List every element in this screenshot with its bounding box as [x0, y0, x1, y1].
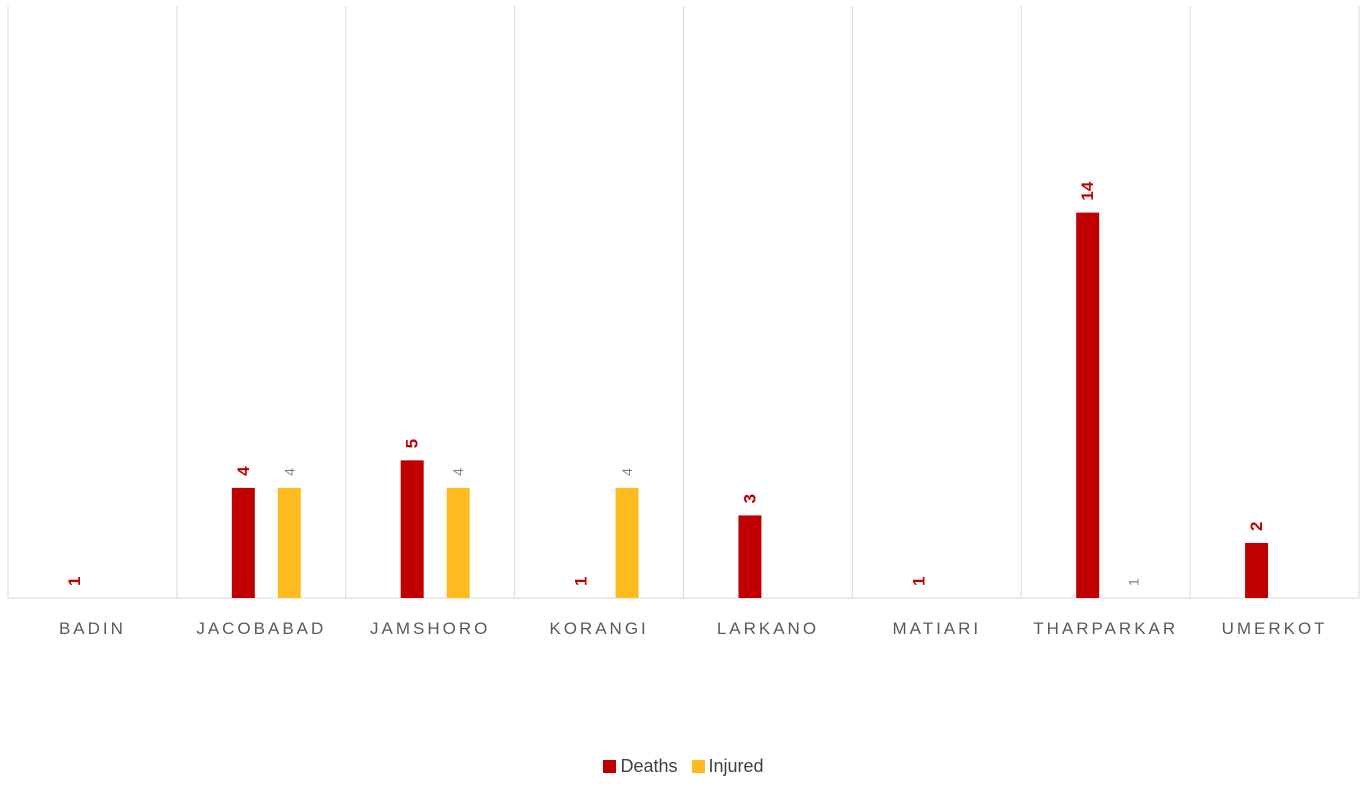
data-label-deaths: 2 [1247, 521, 1266, 530]
bar-deaths [1076, 212, 1100, 598]
x-tick-label: MATIARI [892, 619, 981, 638]
x-tick-label: THARPARKAR [1033, 619, 1178, 638]
bar-injured [615, 487, 639, 598]
data-label-deaths: 5 [403, 439, 422, 448]
legend-label-injured: Injured [708, 756, 764, 776]
bar-deaths [738, 515, 762, 598]
bar-deaths [231, 487, 255, 598]
data-label-injured: 1 [1126, 578, 1142, 586]
data-label-injured: 4 [619, 468, 635, 476]
x-tick-label: LARKANO [717, 619, 819, 638]
bar-injured [277, 487, 301, 598]
x-tick-label: UMERKOT [1222, 619, 1328, 638]
legend-label-deaths: Deaths [620, 756, 678, 776]
legend: Deaths Injured [0, 756, 1367, 777]
data-label-deaths: 1 [65, 577, 84, 586]
x-tick-label: JAMSHORO [370, 619, 490, 638]
x-tick-label: BADIN [59, 619, 126, 638]
bar-deaths [400, 460, 424, 598]
legend-swatch-injured [691, 760, 705, 773]
data-label-deaths: 1 [909, 577, 928, 586]
bar-deaths [1245, 542, 1269, 598]
legend-item-deaths[interactable]: Deaths [603, 756, 678, 777]
data-label-deaths: 3 [740, 494, 759, 503]
legend-swatch-deaths [603, 760, 617, 773]
legend-item-injured[interactable]: Injured [691, 756, 764, 777]
data-label-injured: 4 [450, 468, 466, 476]
x-tick-label: JACOBABAD [196, 619, 326, 638]
bar-injured [446, 487, 470, 598]
data-label-injured: 4 [281, 468, 297, 476]
data-label-deaths: 14 [1078, 181, 1097, 200]
data-label-deaths: 4 [234, 466, 253, 476]
x-tick-label: KORANGI [549, 619, 648, 638]
data-label-deaths: 1 [572, 577, 591, 586]
